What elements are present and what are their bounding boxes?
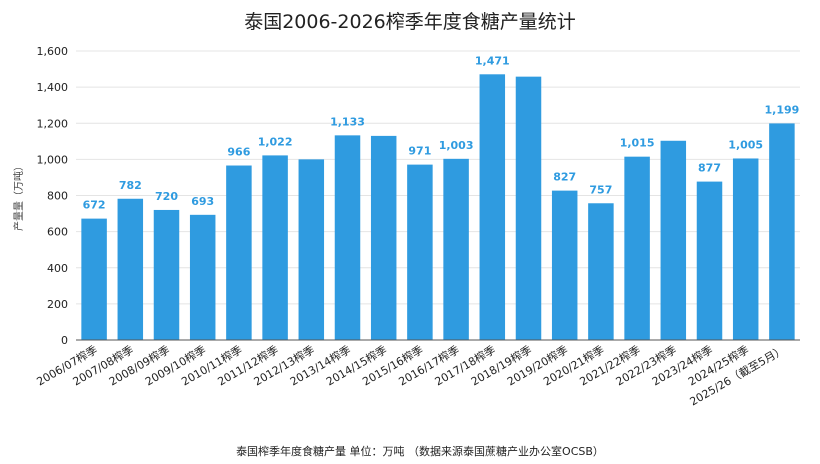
y-axis-label: 产量量（万吨） xyxy=(12,161,25,231)
data-label: 1,015 xyxy=(620,137,655,150)
y-tick-label: 0 xyxy=(61,334,68,347)
bar xyxy=(189,214,216,340)
y-tick-label: 1,200 xyxy=(37,117,69,130)
bar xyxy=(370,135,397,340)
bar xyxy=(696,181,723,340)
bar xyxy=(443,158,469,340)
data-label: 757 xyxy=(589,183,612,196)
bar xyxy=(298,159,325,340)
data-label: 971 xyxy=(408,145,431,158)
data-label: 720 xyxy=(155,190,178,203)
bar xyxy=(624,156,650,340)
bar xyxy=(407,164,433,340)
y-tick-label: 1,000 xyxy=(37,153,69,166)
bar xyxy=(588,203,614,340)
data-label: 1,022 xyxy=(258,135,293,148)
chart-caption: 泰国榨季年度食糖产量 单位：万吨 （数据来源泰国蔗糖产业办公室OCSB） xyxy=(236,444,604,458)
y-tick-label: 800 xyxy=(47,190,68,203)
data-label: 1,199 xyxy=(765,103,800,116)
y-axis-ticks: 0 200 400 600 800 1,000 1,200 1,400 1,600 xyxy=(37,45,69,347)
data-labels: 672 782 720 693 966 1,022 1,133 971 1,003 1,471 82… xyxy=(83,54,800,211)
bar xyxy=(226,165,252,340)
bar xyxy=(660,140,687,340)
bars xyxy=(81,74,795,341)
bar xyxy=(732,158,759,340)
data-label: 966 xyxy=(227,146,250,159)
data-label: 1,003 xyxy=(439,139,474,152)
y-tick-label: 1,400 xyxy=(37,81,69,94)
data-label: 1,005 xyxy=(728,138,763,151)
y-tick-label: 600 xyxy=(47,226,68,239)
bar xyxy=(262,155,288,340)
y-tick-label: 200 xyxy=(47,298,68,311)
y-tick-label: 1,600 xyxy=(37,45,69,58)
data-label: 672 xyxy=(83,199,106,212)
bar xyxy=(515,76,542,341)
bar xyxy=(153,209,180,340)
bar xyxy=(117,198,144,340)
bar xyxy=(551,190,578,340)
bar xyxy=(334,135,361,340)
x-axis-ticks: 2006/07榨季2007/08榨季2008/09榨季2009/10榨季2010… xyxy=(34,342,787,408)
y-tick-label: 400 xyxy=(47,262,68,275)
data-label: 693 xyxy=(191,195,214,208)
data-label: 1,471 xyxy=(475,54,510,67)
grid-lines xyxy=(76,50,800,305)
bar xyxy=(81,218,107,340)
data-label: 782 xyxy=(119,179,142,192)
bar xyxy=(479,74,506,340)
data-label: 1,133 xyxy=(330,115,365,128)
data-label: 827 xyxy=(553,171,576,184)
data-label: 877 xyxy=(698,162,721,175)
bar xyxy=(769,123,795,340)
chart-title: 泰国2006-2026榨季年度食糖产量统计 xyxy=(244,11,576,33)
